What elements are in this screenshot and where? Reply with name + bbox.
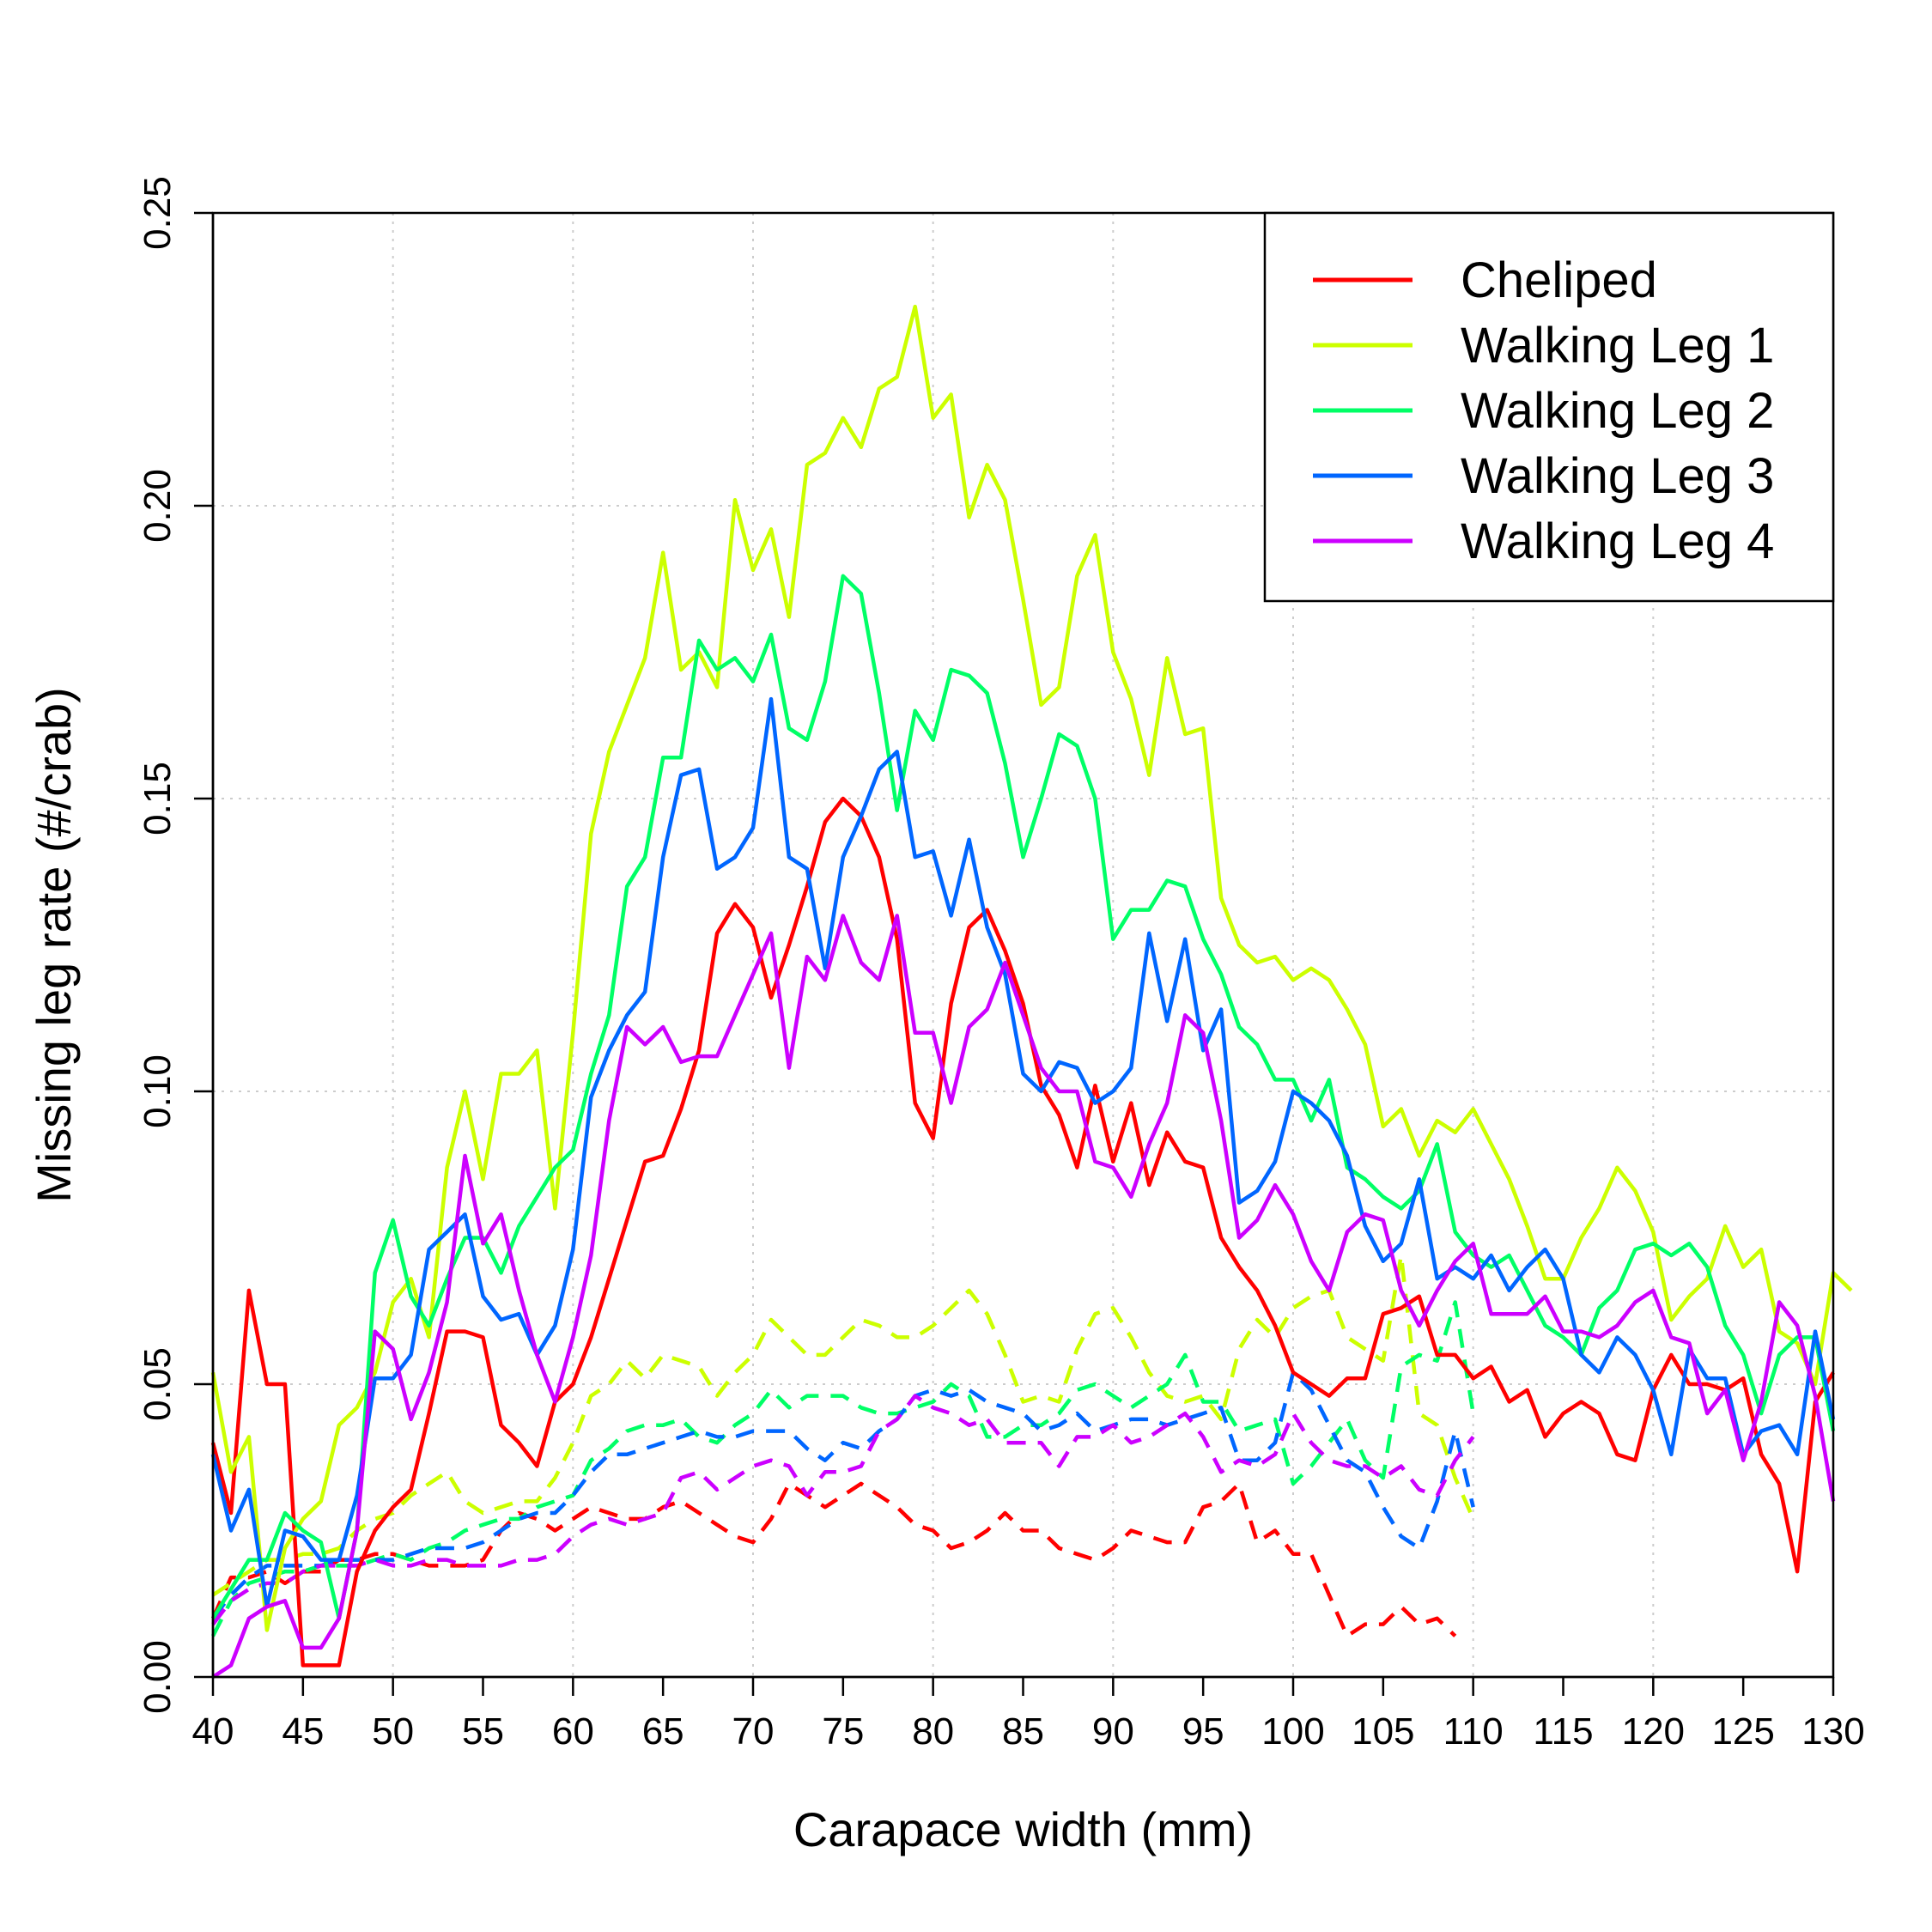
- series-walking-leg-3-solid: [210, 696, 1836, 1609]
- legend-label-walking-leg-2: Walking Leg 2: [1461, 383, 1774, 439]
- x-tick-label: 70: [732, 1710, 775, 1753]
- x-tick-label: 115: [1533, 1710, 1593, 1753]
- x-tick-label: 100: [1261, 1710, 1324, 1753]
- series-walking-leg-4-solid: [211, 914, 1836, 1679]
- x-tick-label: 60: [552, 1710, 594, 1753]
- y-axis-title: Missing leg rate (#/crab): [27, 687, 81, 1203]
- x-tick-label: 55: [462, 1710, 504, 1753]
- x-tick-label: 110: [1443, 1710, 1504, 1753]
- y-tick-label: 0.00: [137, 1640, 179, 1714]
- x-tick-label: 130: [1801, 1710, 1864, 1753]
- x-tick-label: 45: [282, 1710, 324, 1753]
- legend: Cheliped Walking Leg 1 Walking Leg 2 Walkin…: [1263, 211, 1835, 603]
- x-tick-label: 40: [192, 1710, 234, 1753]
- series-walking-leg-1-solid: [210, 304, 1853, 1632]
- x-tick-label: 90: [1092, 1710, 1134, 1753]
- series-lines: [210, 304, 1853, 1679]
- axes: 40 45 50 55 60 65 70 75 80 85 90 95 100 105 110 115 120 1…: [137, 176, 1865, 1753]
- x-tick-label: 95: [1182, 1710, 1224, 1753]
- series-walking-leg-3-dashed: [211, 1370, 1475, 1620]
- x-tick-label: 105: [1352, 1710, 1414, 1753]
- legend-label-walking-leg-4: Walking Leg 4: [1461, 513, 1774, 569]
- x-tick-label: 50: [372, 1710, 414, 1753]
- x-tick-label: 85: [1002, 1710, 1044, 1753]
- y-tick-label: 0.10: [137, 1054, 179, 1128]
- x-tick-label: 65: [642, 1710, 684, 1753]
- legend-box: [1263, 211, 1835, 603]
- series-walking-leg-2-dashed: [210, 1300, 1475, 1637]
- x-tick-label: 75: [822, 1710, 864, 1753]
- y-tick-label: 0.05: [137, 1347, 179, 1421]
- legend-label-walking-leg-3: Walking Leg 3: [1461, 448, 1774, 504]
- x-tick-label: 80: [912, 1710, 954, 1753]
- series-walking-leg-4-dashed: [211, 1394, 1475, 1625]
- y-tick-label: 0.25: [137, 176, 179, 250]
- grid-lines: [213, 213, 1833, 1677]
- legend-label-cheliped: Cheliped: [1461, 252, 1657, 308]
- series-cheliped-solid: [210, 796, 1835, 1668]
- series-walking-leg-1-dashed: [211, 1253, 1475, 1597]
- x-axis-title: Carapace width (mm): [793, 1802, 1253, 1856]
- y-tick-label: 0.15: [137, 762, 179, 835]
- legend-label-walking-leg-1: Walking Leg 1: [1461, 318, 1774, 374]
- x-tick-label: 125: [1711, 1710, 1774, 1753]
- y-tick-label: 0.20: [137, 469, 179, 543]
- x-tick-label: 120: [1622, 1710, 1685, 1753]
